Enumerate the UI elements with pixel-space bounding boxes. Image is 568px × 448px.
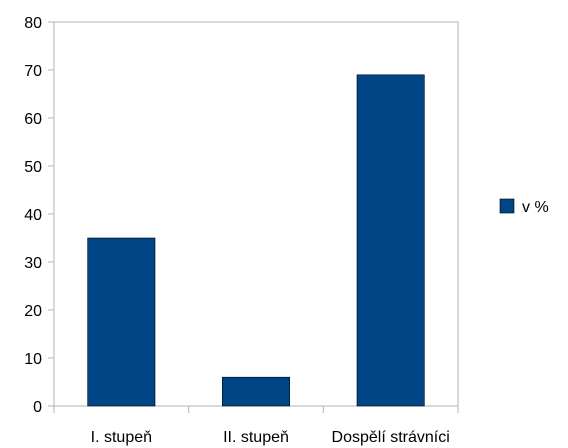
y-tick-label: 70 — [24, 63, 42, 80]
y-tick-label: 80 — [24, 15, 42, 32]
legend: v % — [499, 198, 549, 216]
bar — [356, 74, 425, 407]
bar — [87, 237, 156, 407]
y-tick-label: 40 — [24, 207, 42, 224]
x-tick-label: Dospělí strávníci — [332, 429, 450, 446]
y-axis: 0 10 20 30 40 50 60 70 80 — [24, 15, 54, 416]
bar — [222, 376, 290, 407]
y-tick-label: 10 — [24, 351, 42, 368]
legend-label: v % — [522, 199, 549, 216]
y-tick-label: 60 — [24, 111, 42, 128]
x-axis: I. stupeň II. stupeň Dospělí strávníci — [53, 406, 459, 446]
legend-swatch — [499, 198, 515, 214]
bars — [87, 74, 425, 407]
y-tick-label: 50 — [24, 159, 42, 176]
y-tick-label: 0 — [33, 399, 42, 416]
y-tick-label: 20 — [24, 303, 42, 320]
x-tick-label: II. stupeň — [223, 429, 289, 446]
x-tick-label: I. stupeň — [91, 429, 152, 446]
y-tick-label: 30 — [24, 255, 42, 272]
